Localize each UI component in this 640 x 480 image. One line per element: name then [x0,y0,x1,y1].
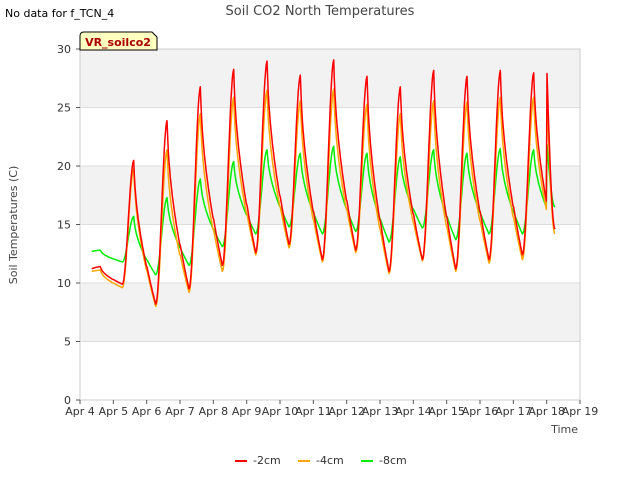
x-tick-label: Apr 11 [295,405,332,418]
x-tick-label: Apr 17 [495,405,532,418]
x-tick-label: Apr 9 [232,405,262,418]
x-tick-label: Apr 15 [428,405,465,418]
y-tick-label: 5 [64,336,71,349]
legend-item: -8cm [361,454,407,467]
legend-label: -2cm [253,454,281,467]
y-tick-label: 30 [57,43,71,56]
legend-label: -8cm [379,454,407,467]
legend-label: -4cm [316,454,344,467]
x-axis: Apr 4 Apr 5 Apr 6 Apr 7 Apr 8 Apr 9 Apr 10Apr … [65,400,598,418]
x-tick-label: Apr 18 [528,405,565,418]
x-tick-label: Apr 16 [462,405,499,418]
x-tick-label: Apr 4 [65,405,95,418]
plot-band [80,283,580,342]
legend: -2cm -4cm -8cm [235,454,407,467]
x-axis-label: Time [550,423,578,436]
x-tick-label: Apr 6 [132,405,162,418]
x-tick-label: Apr 14 [395,405,432,418]
series-lines [91,59,556,308]
y-axis: 0 5 10 15 20 25 30 [57,43,80,407]
x-tick-label: Apr 10 [262,405,299,418]
y-tick-label: 0 [64,394,71,407]
legend-item: -4cm [298,454,344,467]
station-badge: VR_soilco2 [79,31,158,51]
chart-title: Soil CO2 North Temperatures [226,4,415,19]
x-tick-label: Apr 8 [199,405,229,418]
x-tick-label: Apr 19 [562,405,599,418]
y-tick-label: 25 [57,102,71,115]
station-badge-label: VR_soilco2 [85,36,151,49]
x-tick-label: Apr 12 [328,405,365,418]
legend-item: -2cm [235,454,281,467]
y-axis-label: Soil Temperatures (C) [7,166,20,285]
y-tick-label: 10 [57,277,71,290]
x-tick-label: Apr 13 [362,405,399,418]
no-data-note: No data for f_TCN_4 [5,7,115,20]
y-tick-label: 15 [57,219,71,232]
y-tick-label: 20 [57,160,71,173]
x-tick-label: Apr 5 [99,405,129,418]
series-line-2cmcm [91,59,556,305]
x-tick-label: Apr 7 [165,405,195,418]
